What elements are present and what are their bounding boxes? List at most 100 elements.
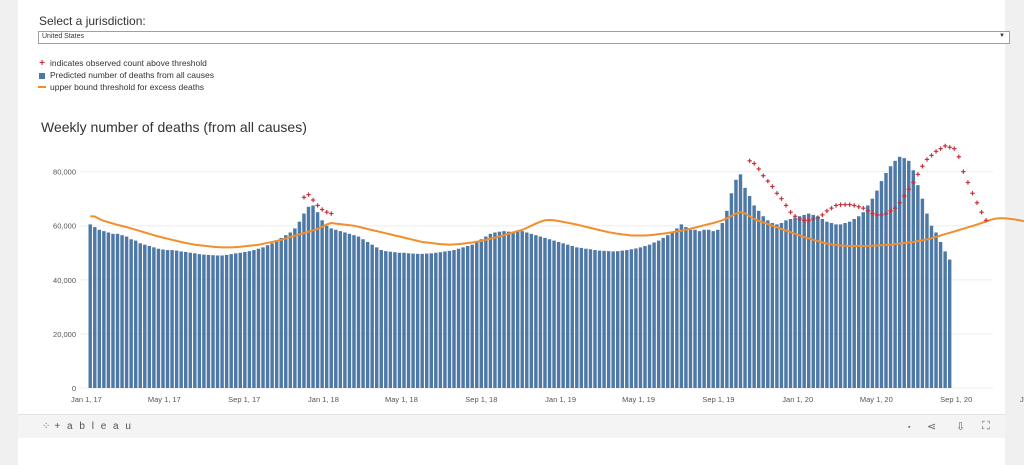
download-icon[interactable]: ⇩ xyxy=(956,421,966,433)
bar xyxy=(875,190,879,388)
bar xyxy=(756,210,761,388)
bar xyxy=(420,253,424,388)
y-tick-label: 80,000 xyxy=(53,168,76,177)
above-threshold-marker xyxy=(974,200,980,205)
above-threshold-marker xyxy=(747,158,752,164)
above-threshold-marker xyxy=(797,216,802,222)
bar xyxy=(675,228,679,388)
bar xyxy=(575,247,579,388)
above-threshold-marker xyxy=(324,210,329,215)
bar xyxy=(143,244,147,388)
above-threshold-marker xyxy=(792,214,798,219)
above-threshold-marker xyxy=(788,210,793,215)
bar xyxy=(124,236,129,388)
above-threshold-marker xyxy=(874,212,880,218)
above-threshold-marker xyxy=(979,210,984,215)
jurisdiction-dropdown[interactable]: United States ▼ xyxy=(38,31,1010,44)
above-threshold-marker xyxy=(329,211,334,216)
chart-title: Weekly number of deaths (from all causes… xyxy=(41,119,307,135)
x-tick-label: Jan 1, 19 xyxy=(545,395,576,404)
bar xyxy=(379,250,383,388)
above-threshold-marker xyxy=(770,184,775,189)
chevron-down-icon[interactable]: ▼ xyxy=(999,33,1005,39)
above-threshold-marker xyxy=(952,146,957,151)
bar xyxy=(802,214,806,388)
bar xyxy=(920,198,925,388)
bar xyxy=(911,170,916,388)
bar xyxy=(261,247,265,388)
bar xyxy=(415,253,420,388)
bar xyxy=(352,235,356,388)
y-tick-label: 0 xyxy=(72,384,76,393)
bar xyxy=(334,229,338,388)
bar xyxy=(293,228,297,388)
bar xyxy=(129,239,133,388)
bar xyxy=(365,241,370,388)
bar xyxy=(934,232,938,388)
bar xyxy=(497,231,502,388)
x-tick-label: Sep 1, 18 xyxy=(465,395,497,404)
bar xyxy=(97,229,102,388)
bar xyxy=(820,218,825,388)
bar xyxy=(547,239,552,388)
bar xyxy=(188,252,192,388)
bar xyxy=(320,220,324,388)
share-icon[interactable]: ⋖ xyxy=(927,421,937,433)
bar xyxy=(247,251,252,388)
legend-item-above-threshold: + indicates observed count above thresho… xyxy=(38,57,214,69)
bar xyxy=(402,252,406,388)
bar xyxy=(902,158,906,388)
bar xyxy=(479,239,484,388)
above-threshold-marker xyxy=(902,193,907,199)
bar xyxy=(374,247,379,388)
bar xyxy=(461,247,465,388)
bar xyxy=(684,227,688,388)
bar xyxy=(602,250,606,388)
bar xyxy=(943,251,947,388)
x-tick-label: May 1, 18 xyxy=(385,395,418,404)
bar xyxy=(243,251,247,388)
bar xyxy=(270,243,274,388)
bar xyxy=(306,206,311,388)
bar xyxy=(406,253,411,388)
bar xyxy=(452,250,456,388)
above-threshold-marker xyxy=(774,191,780,196)
bar xyxy=(324,225,329,388)
above-threshold-marker xyxy=(824,208,830,214)
bar xyxy=(634,248,638,388)
bar xyxy=(315,212,320,388)
bar xyxy=(666,235,670,388)
above-threshold-marker xyxy=(961,169,966,174)
bar xyxy=(838,224,843,388)
above-threshold-marker xyxy=(911,180,916,185)
above-threshold-marker xyxy=(852,203,857,208)
above-threshold-marker xyxy=(965,180,971,185)
bar xyxy=(834,224,838,388)
tableau-logo[interactable]: ⁘ + a b l e a u xyxy=(42,421,133,432)
bar xyxy=(384,251,388,388)
bar xyxy=(197,254,202,388)
above-threshold-marker xyxy=(838,202,843,207)
above-threshold-marker xyxy=(870,211,875,216)
bar xyxy=(356,236,361,388)
fit-icon[interactable]: ▪ xyxy=(908,424,911,431)
above-threshold-marker xyxy=(761,173,766,178)
above-threshold-marker xyxy=(802,218,807,223)
bar xyxy=(274,240,279,388)
bar xyxy=(311,205,315,388)
bar xyxy=(752,205,756,388)
above-threshold-marker xyxy=(847,202,852,207)
bar xyxy=(784,220,788,388)
fullscreen-icon[interactable]: ⛶ xyxy=(982,420,990,432)
bar xyxy=(620,250,624,388)
bar xyxy=(565,244,570,388)
bar xyxy=(211,255,215,388)
above-threshold-marker xyxy=(806,218,811,223)
bar xyxy=(515,231,520,388)
bar xyxy=(220,255,224,388)
above-threshold-marker xyxy=(310,197,316,203)
bar xyxy=(525,232,529,388)
above-threshold-marker xyxy=(929,153,934,158)
bar xyxy=(534,235,538,388)
above-threshold-marker xyxy=(906,187,911,192)
